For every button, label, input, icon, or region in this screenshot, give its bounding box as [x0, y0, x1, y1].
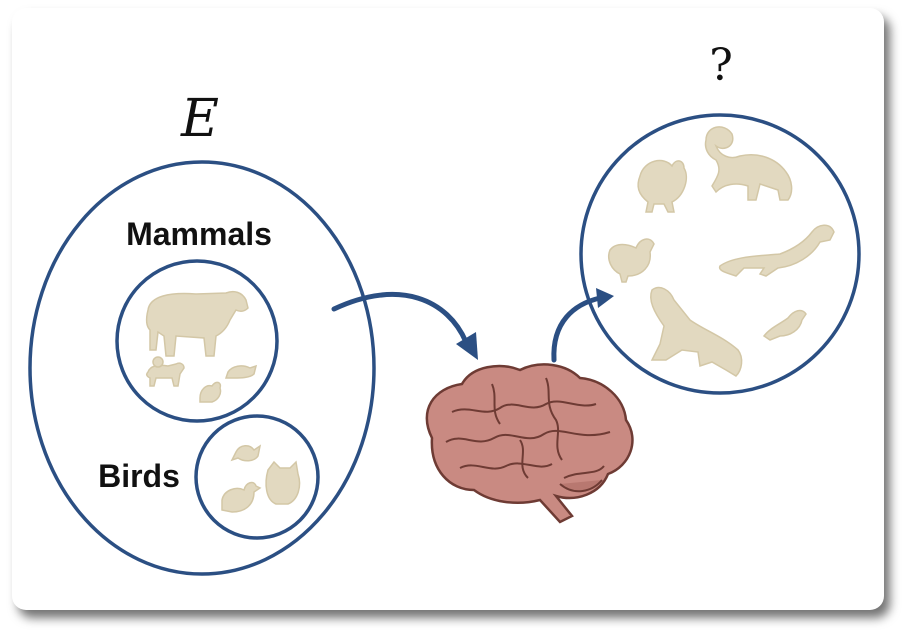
magpie-icon: [762, 309, 807, 341]
set-e-label: E: [180, 89, 219, 149]
brain-icon: [425, 363, 634, 524]
mammals-circle: [115, 259, 279, 423]
birds-label: Birds: [98, 458, 180, 494]
squirrel-icon: [199, 381, 222, 403]
input-arrow: [331, 292, 478, 360]
birds-circle: [194, 414, 320, 540]
duck-icon: [221, 481, 262, 513]
small-bird-icon: [230, 444, 262, 462]
mouse-icon: [224, 364, 258, 379]
small-mammal-icon: [152, 356, 164, 368]
turkey-icon: [637, 159, 688, 213]
owl-icon: [265, 460, 301, 505]
mammals-label: Mammals: [126, 216, 272, 252]
cow-icon: [145, 290, 249, 357]
dog-icon: [145, 362, 185, 387]
unknown-set-label: ?: [709, 40, 733, 91]
eagle-icon: [650, 286, 743, 377]
unknown-set-circle: [579, 113, 861, 395]
output-arrow: [551, 288, 614, 363]
weasel-icon: [718, 224, 835, 277]
monkey-icon: [704, 126, 793, 201]
set-e-ellipse: [28, 160, 376, 576]
chicken-icon: [608, 238, 655, 283]
